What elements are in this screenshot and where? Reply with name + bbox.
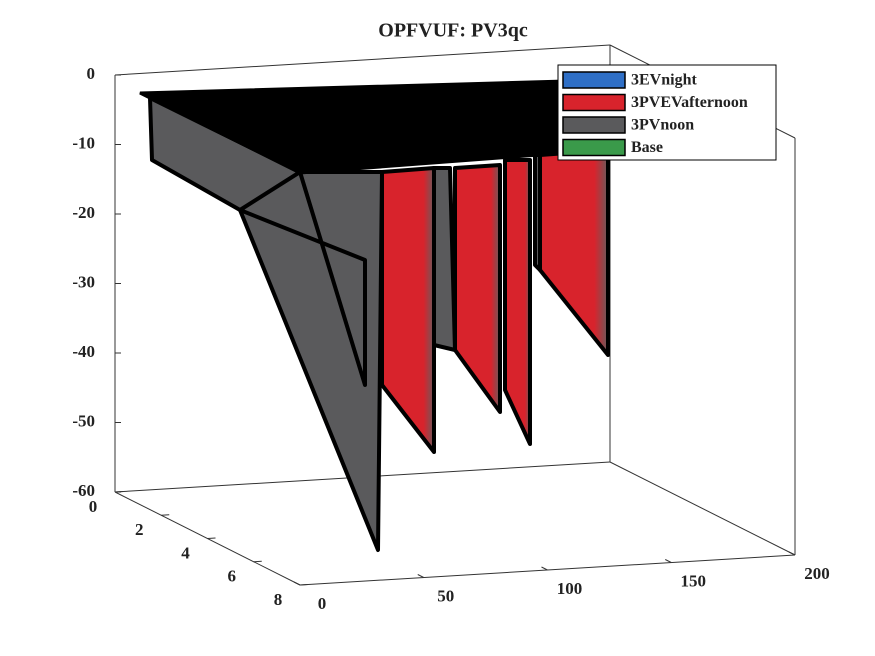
z-tick-label: -40 bbox=[72, 342, 95, 361]
surface bbox=[139, 78, 610, 552]
y-tick bbox=[253, 560, 262, 563]
x-tick bbox=[665, 559, 672, 563]
x-tick-label: 0 bbox=[318, 594, 327, 613]
chart-title: OPFVUF: PV3qc bbox=[378, 20, 528, 42]
legend-label: 3EVnight bbox=[631, 72, 697, 89]
axis-line bbox=[114, 44, 611, 76]
y-tick-label: 8 bbox=[274, 590, 283, 609]
z-tick-label: 0 bbox=[87, 64, 96, 83]
legend-swatch bbox=[562, 138, 626, 157]
surface-panel bbox=[538, 148, 610, 357]
y-tick-label: 2 bbox=[135, 520, 144, 539]
surface-panel bbox=[432, 166, 457, 352]
y-tick-label: 4 bbox=[181, 543, 190, 562]
z-tick-label: -10 bbox=[72, 133, 95, 152]
y-tick bbox=[299, 584, 309, 586]
x-tick-label: 150 bbox=[681, 571, 707, 590]
y-tick bbox=[207, 537, 216, 539]
y-tick-label: 0 bbox=[89, 497, 98, 516]
y-tick bbox=[114, 491, 124, 493]
surface-panel bbox=[453, 163, 502, 414]
surface-panel bbox=[380, 166, 436, 454]
legend-label: Base bbox=[631, 139, 663, 156]
x-tick bbox=[788, 551, 796, 556]
x-tick bbox=[417, 574, 424, 578]
legend-swatch bbox=[562, 71, 626, 89]
x-tick bbox=[541, 566, 548, 571]
z-tick-label: -20 bbox=[72, 203, 95, 222]
x-tick-label: 200 bbox=[804, 564, 830, 583]
legend-label: 3PVEVafternoon bbox=[631, 94, 748, 111]
y-tick-label: 6 bbox=[228, 567, 237, 586]
y-tick bbox=[161, 514, 170, 516]
surface-panel bbox=[503, 158, 532, 446]
surface-panel bbox=[238, 170, 367, 387]
x-tick-label: 50 bbox=[437, 586, 454, 605]
axis-line bbox=[609, 461, 796, 556]
x-tick-label: 100 bbox=[557, 579, 583, 598]
z-tick-label: -30 bbox=[72, 272, 95, 291]
legend-label: 3PVnoon bbox=[631, 117, 694, 134]
legend-swatch bbox=[562, 116, 626, 134]
legend-swatch bbox=[562, 93, 626, 112]
z-tick-label: -50 bbox=[72, 411, 95, 430]
legend: 3EVnight 3PVEVafternoon 3PVnoon Base bbox=[557, 64, 777, 161]
x-tick bbox=[293, 581, 301, 586]
z-tick-label: -60 bbox=[72, 481, 95, 500]
